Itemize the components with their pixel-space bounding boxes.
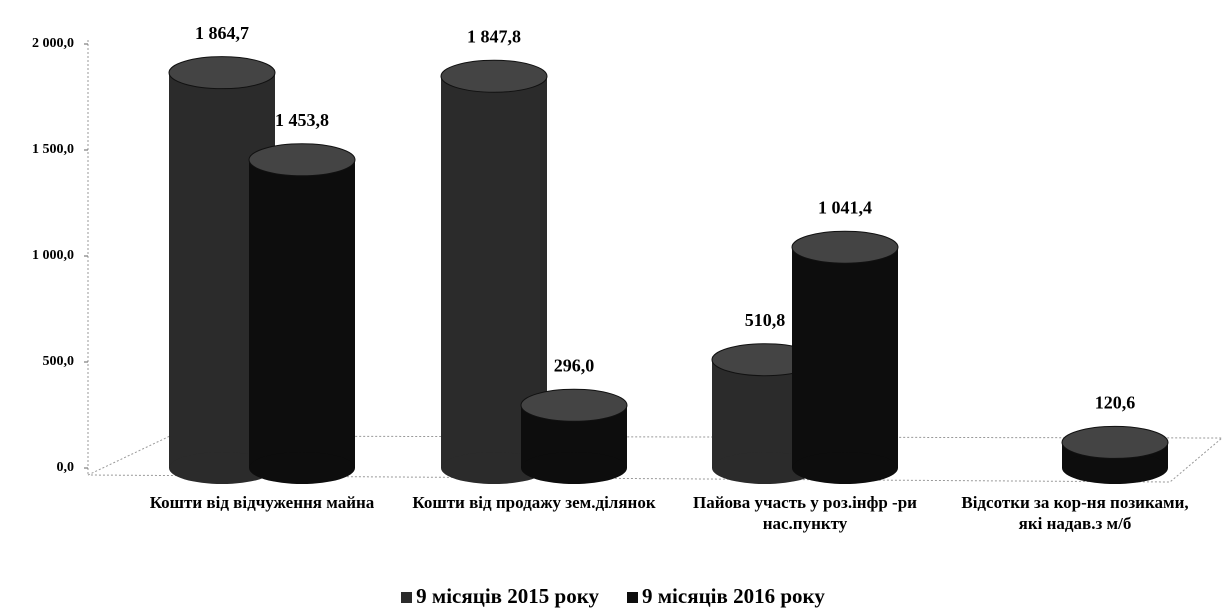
legend-item: 9 місяців 2016 року <box>627 584 825 609</box>
x-tick-label: Кошти від продажу зем.ділянок <box>412 493 656 512</box>
bar-part <box>521 452 627 484</box>
value-label: 1 453,8 <box>275 110 329 130</box>
bar <box>791 230 899 484</box>
bar-part <box>1062 452 1168 484</box>
legend-swatch <box>627 592 638 603</box>
y-tick-label: 0,0 <box>57 460 75 475</box>
x-tick-label: Відсотки за кор-ня позиками, які надав.з… <box>961 493 1189 533</box>
bar-part <box>712 452 818 484</box>
bar <box>520 388 628 484</box>
value-label: 1 847,8 <box>467 26 521 46</box>
y-tick-label: 2 000,0 <box>32 36 74 51</box>
bar-part <box>792 452 898 484</box>
bar <box>711 343 819 484</box>
bar-part <box>169 452 275 484</box>
legend: 9 місяців 2015 року 9 місяців 2016 року <box>0 584 1226 609</box>
bar-part <box>520 388 628 422</box>
bar-part <box>248 143 356 177</box>
value-label: 1 864,7 <box>195 23 249 43</box>
value-label: 296,0 <box>554 355 595 375</box>
legend-label: 9 місяців 2015 року <box>416 584 599 608</box>
value-label: 510,8 <box>745 310 786 330</box>
value-label: 120,6 <box>1095 393 1136 413</box>
bar-part <box>441 452 547 484</box>
y-tick-label: 500,0 <box>43 354 75 369</box>
bar-part <box>249 159 355 468</box>
x-tick-label: Кошти від відчуження майна <box>149 493 375 512</box>
bar-part <box>1061 425 1169 459</box>
legend-label: 9 місяців 2016 року <box>642 584 825 608</box>
bar-part <box>168 56 276 90</box>
value-label: 1 041,4 <box>818 197 872 217</box>
legend-swatch <box>401 592 413 603</box>
bar <box>1061 425 1169 484</box>
legend-item: 9 місяців 2015 року <box>401 584 599 609</box>
bar <box>248 143 356 484</box>
bar-part <box>440 59 548 93</box>
bar-part <box>249 452 355 484</box>
floor <box>87 435 1224 483</box>
x-tick-label: Пайова участь у роз.інфр -ри нас.пункту <box>693 493 917 533</box>
bar-part <box>792 247 898 468</box>
y-tick-label: 1 000,0 <box>32 248 74 263</box>
bar-part <box>791 230 899 264</box>
y-tick-label: 1 500,0 <box>32 142 74 157</box>
